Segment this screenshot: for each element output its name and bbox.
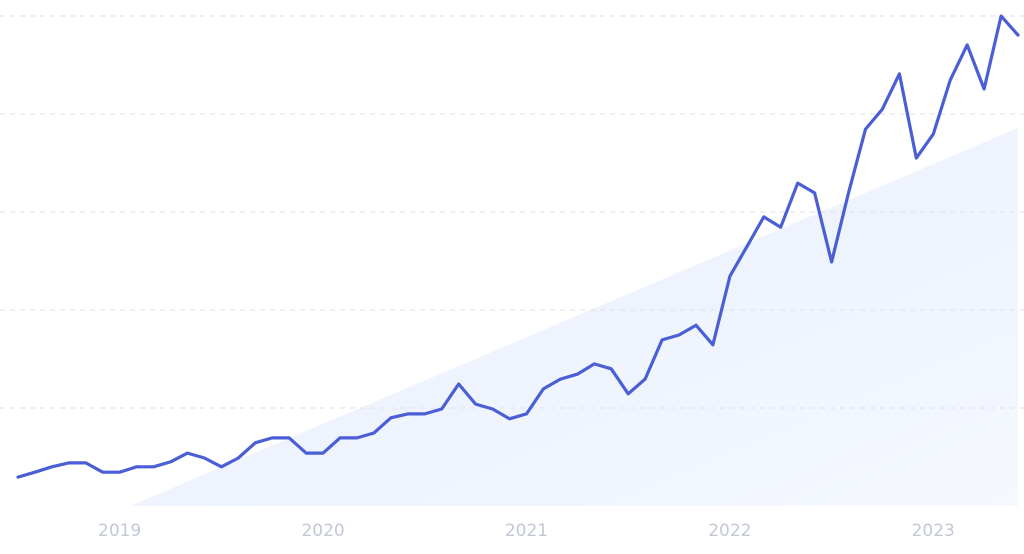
grid bbox=[0, 15, 1024, 409]
x-tick-label: 2019 bbox=[98, 521, 141, 541]
data-line bbox=[16, 14, 1020, 479]
x-tick-label: 2023 bbox=[912, 521, 955, 541]
background-wedge bbox=[130, 128, 1018, 506]
x-tick-label: 2021 bbox=[505, 521, 548, 541]
x-axis: 2019 2020 2021 2022 2023 bbox=[98, 521, 955, 541]
x-tick-label: 2022 bbox=[708, 521, 751, 541]
plot bbox=[16, 14, 1020, 479]
x-tick-label: 2020 bbox=[301, 521, 344, 541]
